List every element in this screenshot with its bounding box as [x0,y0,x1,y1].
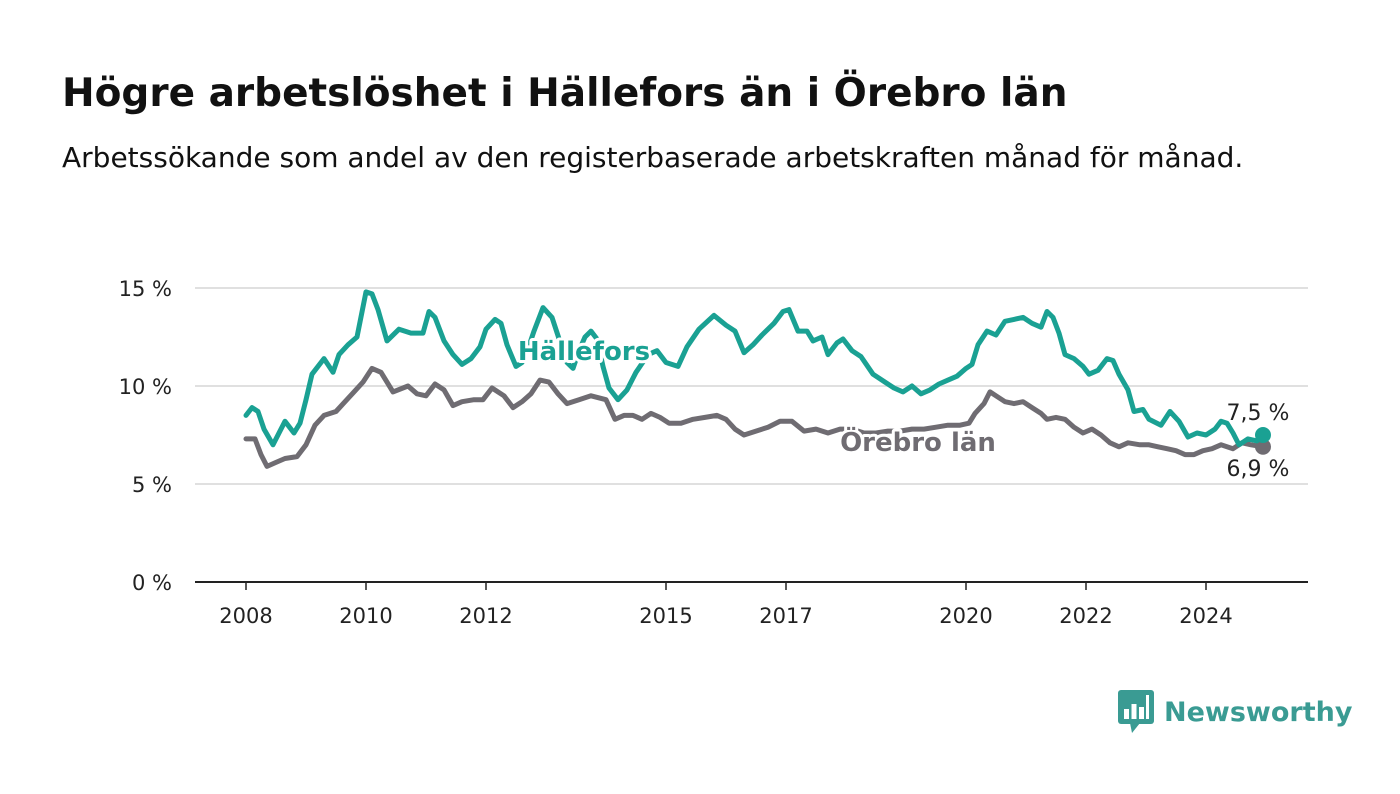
series-line-orebro-lan [243,365,1266,469]
y-tick-label: 5 % [132,473,172,497]
chart-title: Högre arbetslöshet i Hällefors än i Öreb… [62,71,1068,116]
chart-subtitle: Arbetssökande som andel av den registerb… [62,141,1244,174]
end-value-label: 6,9 % [1227,457,1290,482]
newsworthy-logo[interactable]: Newsworthy [1118,690,1352,734]
x-tick-label: 2017 [759,604,812,628]
x-tick-label: 2008 [219,604,272,628]
x-tick-label: 2022 [1059,604,1112,628]
y-tick-label: 15 % [119,277,172,301]
bar-chart-bubble-icon [1118,690,1154,733]
series-labels: Hällefors 7,5 % Örebro län 6,9 % [515,334,1290,482]
x-axis-ticks: 2008 2010 2012 2015 2017 2020 2022 2024 [219,582,1233,628]
gridlines [195,287,1308,583]
x-tick-label: 2024 [1179,604,1232,628]
series-end-point [1255,438,1271,455]
series-label: Hällefors [518,337,650,367]
series-lines [243,289,1271,469]
x-tick-label: 2015 [639,604,692,628]
y-tick-label: 10 % [119,375,172,399]
end-value-label: 7,5 % [1227,401,1290,426]
x-tick-label: 2020 [939,604,992,628]
x-tick-label: 2012 [459,604,512,628]
series-end-point [1255,427,1271,443]
y-axis-ticks: 0 % 5 % 10 % 15 % [119,277,172,595]
y-tick-label: 0 % [132,571,172,595]
brand-name: Newsworthy [1164,696,1353,728]
series-label: Örebro län [840,425,996,458]
series-line-hallefors [243,289,1266,448]
x-tick-label: 2010 [339,604,392,628]
